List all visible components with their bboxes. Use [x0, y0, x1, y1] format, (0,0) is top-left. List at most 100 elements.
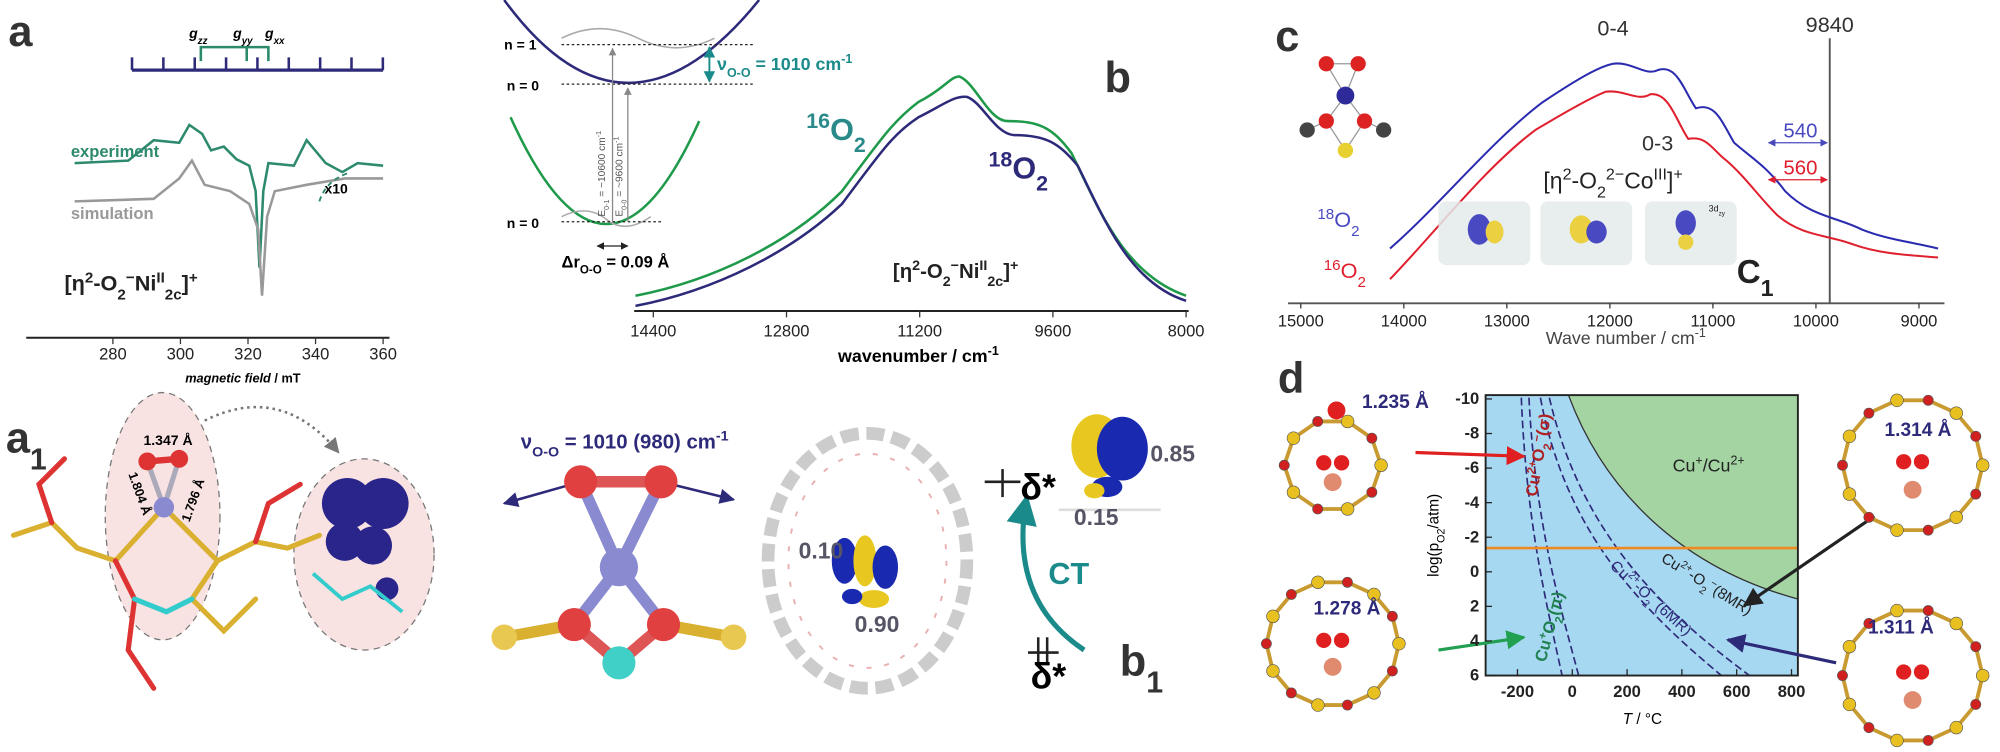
x-tick-label: 15000 [1278, 311, 1324, 330]
text-run: a [6, 414, 31, 462]
oxygen [1316, 455, 1332, 471]
text-run: = 1010 cm [751, 54, 842, 74]
text-run: 2 [1553, 615, 1566, 624]
text-run: Δr [562, 253, 581, 272]
x-tick-label: 320 [234, 344, 262, 363]
x-axis-label: wavenumber / cm-1 [837, 344, 999, 366]
atom [1970, 641, 1982, 653]
panel-label: b1 [1120, 638, 1163, 700]
atom [1285, 687, 1297, 699]
text-run: O-O [727, 66, 751, 80]
atom [1341, 576, 1353, 588]
atom [1970, 488, 1982, 500]
oxygen [1333, 632, 1350, 648]
text-run: -O [1685, 567, 1709, 590]
x-tick-label: 10000 [1793, 311, 1839, 330]
atom [1366, 486, 1378, 498]
text-run: -1 [613, 137, 621, 143]
text-run: + [1695, 454, 1702, 468]
text-run: = 1010 (980) cm [559, 432, 716, 454]
x-tick-label: 14000 [1381, 311, 1427, 330]
text-run: wavenumber / cm [837, 346, 988, 366]
text-run: 16 [1324, 256, 1341, 273]
y-tick-label: -2 [1465, 527, 1480, 546]
panel-b-shapes [503, 0, 1189, 312]
atom [1922, 735, 1934, 746]
copper [1323, 657, 1342, 676]
text-run: b [1120, 638, 1146, 686]
x-axis-label: Wave number / cm-1 [1546, 326, 1706, 348]
x-tick-label: 600 [1723, 682, 1751, 701]
text-run: 2 [943, 274, 951, 290]
orbital-label: δ* [1020, 468, 1056, 508]
y-tick-label: -4 [1465, 493, 1481, 512]
atom [1367, 686, 1381, 700]
atom [1949, 406, 1963, 420]
atom [1837, 670, 1848, 681]
text-run: 2− [1606, 166, 1624, 184]
isotope-16: 16O2 [1324, 256, 1366, 290]
x-tick-label: 800 [1778, 682, 1806, 701]
atom [1970, 430, 1982, 442]
oxygen [1913, 454, 1930, 470]
text-run: / mT [271, 370, 301, 385]
atom [1386, 665, 1398, 677]
text-run: 2c [165, 286, 182, 303]
population: 0.10 [799, 537, 844, 563]
text-run: -1 [1695, 326, 1706, 340]
text-run: 2+ [1526, 460, 1540, 475]
y-tick-label: -8 [1465, 424, 1480, 443]
y-tick-label: 6 [1470, 666, 1479, 685]
text-run: 16 [806, 109, 830, 133]
oxygen [1896, 664, 1912, 680]
text-run: + [1673, 166, 1682, 184]
atom [1266, 664, 1280, 678]
x-tick-label: 13000 [1484, 311, 1530, 330]
text-run: / °C [1632, 711, 1662, 728]
x-tick-label: 200 [1613, 682, 1641, 701]
text-run: yy [241, 36, 253, 47]
atom [1260, 638, 1272, 650]
text-run: /Cu [1703, 456, 1731, 476]
atom [1842, 697, 1857, 712]
text-run: (σ) [1532, 412, 1555, 437]
text-run: 2 [1036, 171, 1048, 195]
text-run: O [1528, 447, 1549, 463]
atom [1340, 502, 1355, 516]
text-run: 2 [912, 258, 920, 274]
text-run: 2 [1351, 222, 1359, 239]
atom [1312, 503, 1324, 515]
atom [1340, 414, 1355, 429]
x-tick-label: 360 [369, 344, 397, 363]
atom [1842, 639, 1857, 654]
text-run: = ~10600 cm [597, 137, 608, 199]
text-run: 2 [1563, 166, 1572, 184]
panel-label: a1 [6, 414, 47, 476]
x-tick-label: 12000 [1587, 311, 1633, 330]
text-run: + [1537, 631, 1550, 641]
copper [1323, 473, 1342, 492]
isotope-18: 18O2 [989, 147, 1049, 195]
text-run: O [1334, 207, 1351, 232]
shift-label: 540 [1783, 121, 1817, 143]
x-tick-label: -200 [1501, 682, 1534, 701]
oxygen [1327, 401, 1346, 420]
text-run: II [156, 269, 164, 286]
y-axis-label: log(pO2/atm) [1425, 494, 1447, 577]
text-run: Ni [135, 271, 157, 296]
text-run: g [188, 25, 198, 41]
region-label: Cu2+O2−(σ) [1522, 412, 1560, 499]
text-run: = ~9600 cm [615, 143, 626, 200]
text-run: magnetic field [185, 370, 271, 385]
atom [1922, 524, 1934, 536]
text-run: 2 [1542, 443, 1555, 451]
text-run: 2 [1597, 184, 1606, 202]
text-run: C [1737, 254, 1761, 291]
atom [1890, 523, 1904, 537]
atom [1890, 733, 1904, 748]
legend-experiment: experiment [71, 142, 160, 161]
text-run: 3d [1709, 204, 1719, 214]
atom [1976, 458, 1990, 472]
peak-label: 0-3 [1642, 130, 1673, 155]
